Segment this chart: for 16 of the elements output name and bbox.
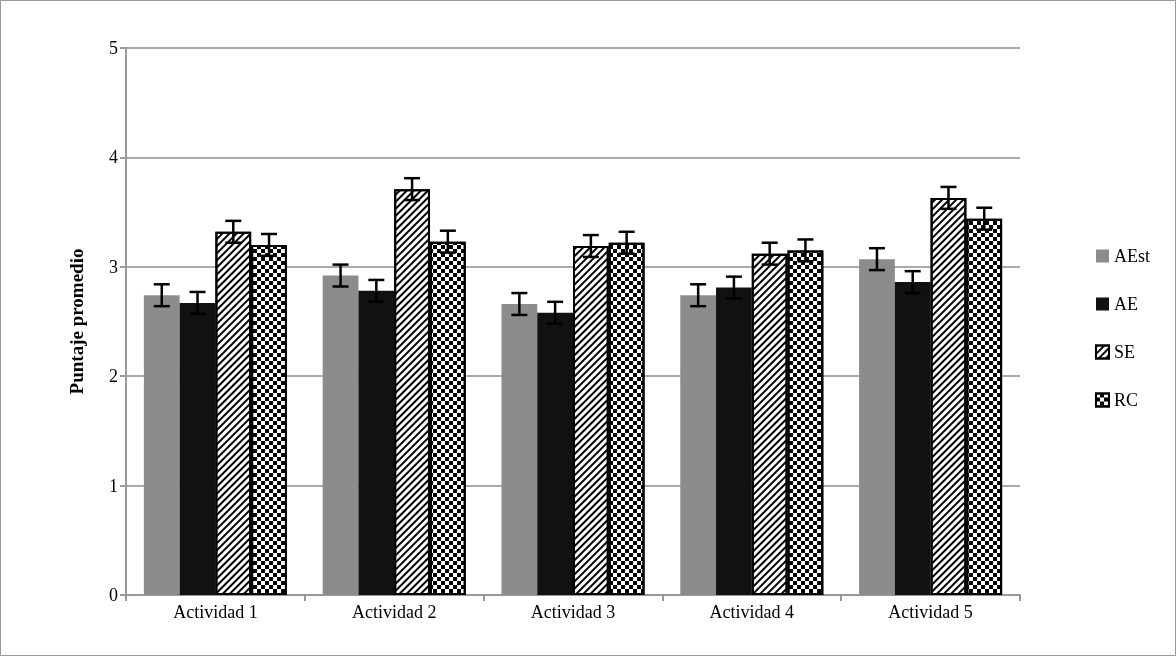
- y-axis-title: Puntaje promedio: [66, 248, 87, 395]
- x-tick-label: Actividad 4: [709, 602, 795, 622]
- legend-label: AE: [1114, 294, 1138, 314]
- y-tick-label: 5: [109, 38, 118, 58]
- x-tick-label: Actividad 2: [351, 602, 437, 622]
- legend-label: AEst: [1114, 246, 1150, 266]
- y-tick-label: 4: [109, 147, 118, 168]
- y-tick-label: 2: [109, 366, 118, 387]
- legend-label: RC: [1114, 390, 1139, 410]
- legend-label: SE: [1114, 342, 1136, 362]
- y-tick-label: 0: [109, 585, 118, 605]
- y-tick-label: 1: [109, 475, 118, 496]
- x-tick-label: Actividad 5: [888, 602, 973, 622]
- x-tick-label: Actividad 3: [530, 602, 616, 622]
- y-tick-label: 3: [109, 256, 118, 277]
- x-tick-label: Actividad 1: [173, 602, 258, 622]
